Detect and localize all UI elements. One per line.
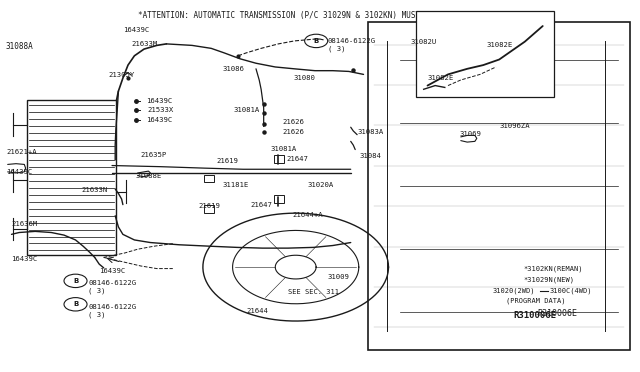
- Text: 31181E: 31181E: [222, 182, 248, 188]
- Text: 21619: 21619: [198, 203, 220, 209]
- Text: 21635P: 21635P: [141, 153, 167, 158]
- Text: B: B: [73, 278, 78, 284]
- Text: 16439C: 16439C: [146, 98, 172, 104]
- Text: 31020(2WD): 31020(2WD): [493, 288, 535, 294]
- Text: SEE SEC. 311: SEE SEC. 311: [288, 289, 339, 295]
- Text: 08146-6122G: 08146-6122G: [88, 280, 136, 286]
- Text: R310006E: R310006E: [514, 311, 557, 320]
- Text: 16439C: 16439C: [124, 27, 150, 33]
- Text: 21633N: 21633N: [82, 187, 108, 193]
- Text: 16439C: 16439C: [99, 268, 125, 274]
- Text: 08146-6122G: 08146-6122G: [328, 38, 376, 44]
- Text: 21626: 21626: [283, 129, 305, 135]
- Text: 31069: 31069: [460, 131, 481, 137]
- Text: 31082E: 31082E: [486, 42, 513, 48]
- Text: 31080: 31080: [293, 75, 315, 81]
- Text: 31082E: 31082E: [428, 75, 454, 81]
- Bar: [27, 100, 116, 255]
- Text: 21533X: 21533X: [148, 108, 174, 113]
- Text: 21621+A: 21621+A: [6, 149, 37, 155]
- Text: 16439C: 16439C: [6, 169, 33, 175]
- Text: R310006E: R310006E: [538, 309, 578, 318]
- Text: 31081A: 31081A: [270, 146, 296, 152]
- Text: 31086: 31086: [223, 66, 244, 72]
- Text: 08146-6122G: 08146-6122G: [88, 304, 136, 310]
- Bar: [274, 155, 284, 163]
- Text: 21633M: 21633M: [131, 41, 157, 47]
- Text: 21305Y: 21305Y: [109, 72, 135, 78]
- Text: *ATTENTION: AUTOMATIC TRANSMISSION (P/C 31029N & 3102KN) MUST BE PROGRAMMED.: *ATTENTION: AUTOMATIC TRANSMISSION (P/C …: [138, 11, 489, 20]
- Text: 31088E: 31088E: [136, 173, 162, 179]
- Text: ( 3): ( 3): [88, 288, 106, 294]
- Text: 31081A: 31081A: [234, 107, 260, 113]
- Text: 31083A: 31083A: [357, 129, 383, 135]
- Text: 21647: 21647: [286, 156, 308, 162]
- Text: 21626: 21626: [283, 119, 305, 125]
- Text: 31009: 31009: [328, 274, 349, 280]
- Text: *3102KN(REMAN): *3102KN(REMAN): [524, 265, 583, 272]
- Text: ( 3): ( 3): [328, 45, 345, 52]
- Text: 31020A: 31020A: [307, 182, 333, 188]
- Text: 21636M: 21636M: [12, 221, 38, 227]
- Bar: [204, 205, 214, 213]
- Text: ( 3): ( 3): [88, 311, 106, 318]
- Text: 16439C: 16439C: [12, 256, 38, 262]
- Text: (PROGRAM DATA): (PROGRAM DATA): [506, 297, 565, 304]
- Text: 31082U: 31082U: [411, 39, 437, 45]
- Bar: [274, 195, 284, 203]
- Text: 16439C: 16439C: [146, 117, 172, 123]
- Text: 31084: 31084: [360, 153, 381, 159]
- Text: B: B: [314, 38, 319, 44]
- Text: 31096ZA: 31096ZA: [499, 124, 530, 129]
- Text: 21647: 21647: [251, 202, 273, 208]
- Text: 21619: 21619: [216, 158, 238, 164]
- Text: 31088A: 31088A: [5, 42, 33, 51]
- Text: 21644+A: 21644+A: [292, 212, 323, 218]
- Bar: [368, 22, 630, 350]
- Text: B: B: [73, 301, 78, 307]
- Text: 21644: 21644: [246, 308, 268, 314]
- Bar: [204, 175, 214, 182]
- Text: *31029N(NEW): *31029N(NEW): [524, 276, 575, 283]
- Bar: [416, 11, 554, 97]
- Text: 3100C(4WD): 3100C(4WD): [549, 288, 591, 294]
